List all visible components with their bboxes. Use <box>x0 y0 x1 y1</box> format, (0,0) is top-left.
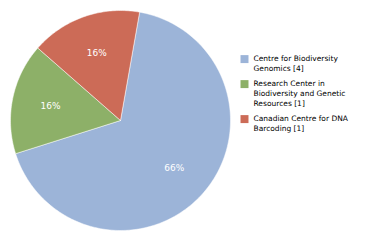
svg-text:16%: 16% <box>87 48 107 58</box>
svg-text:Research Center inBiodiversity: Research Center inBiodiversity and Genet… <box>254 79 346 108</box>
svg-text:Centre for BiodiversityGenomic: Centre for BiodiversityGenomics [4] <box>254 54 339 73</box>
svg-text:Canadian Centre for DNABarcodi: Canadian Centre for DNABarcoding [1] <box>254 114 349 133</box>
svg-text:16%: 16% <box>41 101 61 111</box>
svg-text:66%: 66% <box>164 162 184 172</box>
